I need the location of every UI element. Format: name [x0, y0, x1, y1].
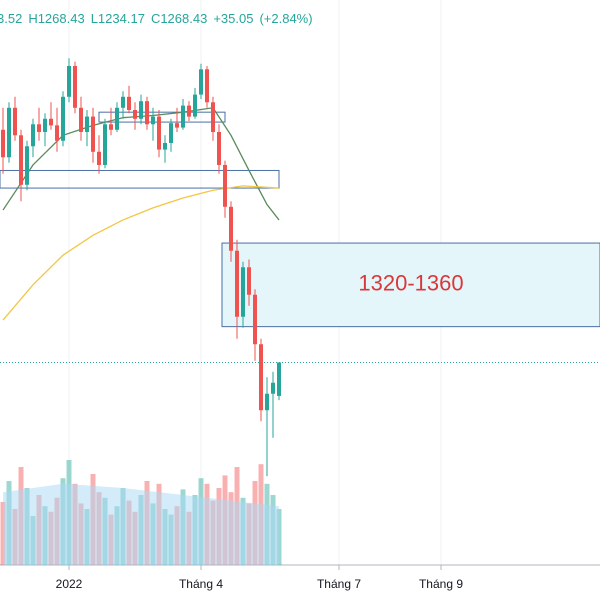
candle-body	[109, 124, 113, 130]
candle-body	[187, 105, 191, 117]
candle-body	[235, 250, 239, 317]
candle-body	[253, 294, 257, 345]
candle-body	[19, 135, 23, 185]
ohlc-value: 3.52	[0, 11, 22, 26]
candle-body	[73, 65, 77, 108]
zone	[221, 242, 600, 328]
candle-body	[25, 146, 29, 185]
candle-body	[67, 65, 71, 97]
zone	[0, 169, 280, 189]
x-tick-label: 2022	[56, 577, 83, 591]
ohlc-header: 3.52 H1268.43 L1234.17 C1268.43 +35.05 (+2.84…	[0, 11, 313, 26]
candle-body	[271, 382, 275, 394]
x-tick-label: Tháng 4	[179, 577, 223, 591]
candle-body	[1, 129, 5, 158]
candle-body	[163, 142, 167, 150]
ohlc-value: H1268.43	[28, 11, 84, 26]
candle-body	[55, 125, 59, 141]
zone	[98, 111, 226, 123]
candle-body	[181, 105, 185, 128]
candle-body	[175, 123, 179, 128]
candle-body	[145, 101, 149, 125]
ohlc-value: (+2.84%)	[259, 11, 312, 26]
candle-body	[223, 164, 227, 207]
candle-body	[37, 124, 41, 132]
candle-body	[7, 107, 11, 158]
candle-body	[199, 69, 203, 95]
candle-body	[133, 109, 137, 119]
candle-body	[13, 107, 17, 136]
candle-body	[121, 96, 125, 108]
candle-body	[79, 107, 83, 132]
candle-body	[97, 151, 101, 165]
candle-body	[61, 96, 65, 141]
candle-body	[103, 124, 107, 165]
ohlc-value: L1234.17	[91, 11, 145, 26]
candle-body	[277, 362, 281, 396]
candle-body	[43, 118, 47, 132]
candle-body	[241, 267, 245, 317]
candle-body	[259, 344, 263, 411]
candle-body	[211, 102, 215, 132]
candle-body	[49, 118, 53, 126]
ohlc-value: +35.05	[213, 11, 253, 26]
candle-body	[127, 96, 131, 110]
volume-ma-area	[3, 483, 279, 565]
ohlc-value: C1268.43	[151, 11, 207, 26]
candle-body	[91, 116, 95, 152]
candle-body	[151, 116, 155, 125]
candle-body	[169, 123, 173, 143]
candle-body	[229, 206, 233, 251]
candle-body	[193, 94, 197, 117]
x-tick-label: Tháng 7	[317, 577, 361, 591]
candle-body	[139, 101, 143, 119]
candle-body	[265, 393, 269, 411]
candle-body	[115, 107, 119, 130]
x-tick-label: Tháng 9	[419, 577, 463, 591]
moving-average	[2, 185, 280, 321]
candle-body	[31, 124, 35, 147]
candle-body	[157, 116, 161, 150]
candle-body	[217, 131, 221, 165]
zone-label: 1320-1360	[358, 271, 463, 296]
candle-body	[205, 69, 209, 103]
candle-body	[85, 116, 89, 132]
candle-body	[247, 267, 251, 295]
